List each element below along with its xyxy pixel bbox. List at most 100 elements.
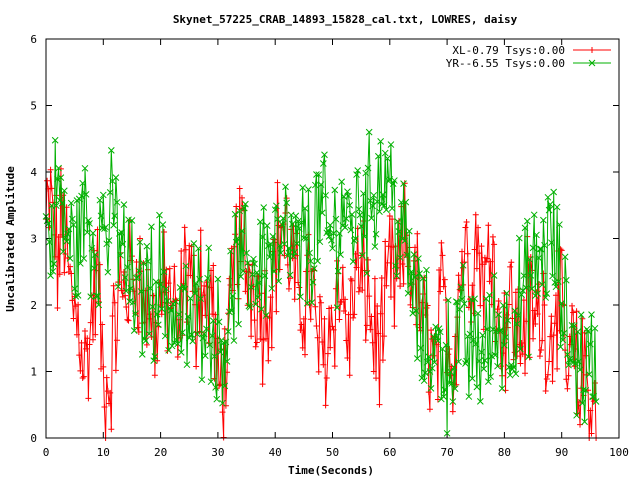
data-point [467,296,474,303]
data-point [365,128,373,136]
data-point [424,358,431,366]
data-point [285,244,293,252]
data-point [301,205,309,212]
data-point [211,352,218,360]
data-point [307,316,314,323]
data-point [438,239,445,246]
data-point [480,365,488,373]
data-point [433,333,441,341]
data-point [487,373,495,380]
data-point [265,357,272,364]
data-point [316,238,324,246]
data-point [449,398,457,405]
data-point [562,276,570,284]
data-point [541,241,548,249]
data-point [486,278,493,285]
data-point [404,289,412,297]
data-point [589,393,596,401]
data-point [483,325,491,333]
data-point [112,174,120,182]
data-point [374,152,382,160]
data-point [177,349,185,356]
data-point [434,396,441,403]
data-point [365,256,372,263]
data-point [317,181,325,188]
data-point [308,299,316,306]
data-point [526,255,533,263]
data-point [97,212,105,220]
data-point [230,337,238,344]
data-point [393,272,401,280]
data-point [428,327,435,334]
data-point [227,282,234,289]
data-point [90,264,98,272]
data-point [425,353,433,361]
data-point [110,221,117,229]
data-point [441,386,449,394]
data-point [268,285,276,292]
data-point [137,288,145,295]
data-point [463,218,470,225]
y-tick-label: 4 [30,166,37,179]
data-point [359,287,366,294]
data-point [119,240,127,248]
data-point [68,270,75,277]
data-point [134,324,141,331]
data-point [77,367,84,374]
data-point [298,321,305,328]
data-point [588,430,595,437]
data-point [181,285,189,293]
data-point [333,304,341,311]
data-point [162,289,169,296]
data-point [368,214,375,222]
data-point [235,320,242,328]
data-point [553,203,561,211]
data-point [78,339,85,346]
data-point [67,263,74,270]
data-point [47,166,54,173]
data-point [377,310,384,317]
data-point [382,238,389,245]
data-point [107,389,114,396]
data-point [211,375,218,382]
data-point [152,278,160,286]
y-axis-label: Uncalibrated Amplitude [4,166,17,312]
data-point [55,233,62,240]
data-point [303,268,310,275]
data-point [363,322,370,329]
data-point [144,257,152,265]
data-point [570,322,578,329]
data-point [544,193,552,201]
data-point [200,292,207,299]
data-point [148,223,155,231]
data-point [252,300,260,308]
data-point [212,384,219,391]
data-point [47,272,54,280]
data-point [378,274,385,281]
data-point [458,248,465,255]
data-point [46,238,53,246]
data-point [552,292,559,299]
data-point [405,227,413,235]
data-point [494,362,501,370]
data-point [478,348,485,356]
x-tick-label: 70 [440,446,453,459]
data-point [75,301,82,308]
data-point [162,285,170,293]
data-point [374,303,381,310]
data-point [133,259,140,266]
data-point [565,361,572,369]
data-point [521,224,529,232]
data-point [106,400,113,407]
data-point [82,191,90,198]
data-point [199,334,207,342]
data-point [136,235,143,242]
y-tick-label: 5 [30,100,37,113]
data-point [517,345,524,353]
data-point [113,198,121,206]
data-point [158,305,166,313]
data-point [127,285,135,292]
data-point [291,248,299,256]
data-point [380,202,388,209]
data-point [234,281,241,288]
